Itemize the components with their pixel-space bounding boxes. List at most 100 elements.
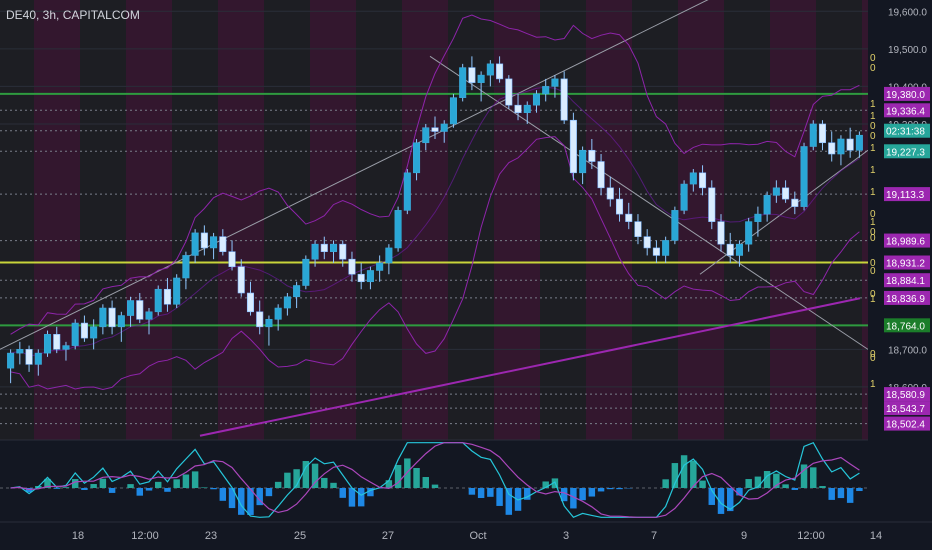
session-band — [264, 0, 310, 440]
candle-body — [302, 258, 310, 286]
session-band — [310, 0, 356, 440]
histogram-bar — [837, 488, 845, 499]
candle-body — [486, 63, 494, 76]
candles[interactable] — [7, 56, 863, 384]
histogram-bar — [164, 488, 171, 492]
histogram-bar — [228, 488, 236, 509]
candle-body — [828, 142, 836, 155]
price-tag — [884, 416, 930, 431]
fib-marker: 0 — [870, 53, 876, 64]
candle-body — [283, 296, 291, 309]
session-band — [0, 0, 34, 440]
candle-body — [80, 322, 88, 339]
histogram-bar — [367, 488, 374, 497]
candle-body — [403, 172, 411, 211]
fib-marker: 0 — [870, 233, 876, 244]
histogram-bar — [201, 487, 208, 488]
histogram-bar — [265, 488, 273, 497]
histogram-bar — [708, 488, 716, 505]
histogram-bar — [311, 463, 319, 488]
histogram-bar — [154, 481, 162, 488]
fib-marker: 1 — [870, 165, 876, 176]
price-tick-label: 19,500.0 — [888, 45, 927, 56]
histogram-bar — [293, 469, 300, 488]
candle-body — [745, 221, 753, 245]
candle-body — [560, 78, 568, 121]
upper-band — [10, 14, 860, 335]
price-tag-label: 18,989.6 — [886, 237, 925, 248]
price-tag — [884, 401, 930, 416]
price-tag-label: 18,543.7 — [886, 404, 925, 415]
candle-body — [735, 243, 743, 256]
fib-marker: 1 — [870, 379, 876, 390]
candle-body — [293, 285, 301, 298]
fib-marker: 0 — [870, 266, 876, 277]
price-tick-label: 19,600.0 — [888, 7, 927, 18]
histogram-bar — [145, 488, 153, 491]
histogram-bar — [846, 488, 854, 503]
histogram-bar — [173, 479, 180, 488]
candle-body — [468, 67, 476, 83]
histogram-bar — [588, 488, 596, 497]
candle-body — [671, 210, 679, 241]
histogram-bar — [690, 460, 697, 488]
candle-body — [505, 78, 513, 106]
candle-body — [274, 307, 282, 320]
middle-band — [10, 86, 860, 357]
candle-body — [43, 334, 52, 354]
histogram-bar — [736, 488, 743, 496]
candle-body — [532, 93, 541, 106]
session-band — [126, 0, 172, 440]
histogram-bar — [210, 488, 217, 490]
price-tag-label: 18,931.2 — [886, 259, 925, 270]
session-band — [724, 0, 770, 440]
session-band — [172, 0, 218, 440]
candle-body — [625, 213, 633, 222]
fib-marker: 0 — [870, 121, 876, 132]
histogram-bar — [330, 482, 337, 488]
price-tag-label: 18,502.4 — [886, 420, 925, 431]
candle-body — [772, 187, 780, 196]
time-tick-label: 7 — [651, 530, 657, 542]
histogram-bar — [44, 478, 51, 488]
candle-body — [25, 349, 33, 365]
time-tick-label: 9 — [741, 530, 747, 542]
price-tag-label: 18,764.0 — [886, 321, 925, 332]
histogram-bar — [274, 481, 282, 488]
candle-body — [588, 149, 596, 162]
candle-body — [357, 273, 365, 283]
candle-body — [689, 172, 697, 185]
histogram-bar — [431, 484, 439, 488]
trend-line — [0, 0, 709, 350]
candle-body — [791, 198, 799, 207]
histogram-bar — [247, 488, 254, 515]
fib-marker: 0 — [870, 289, 876, 300]
histogram-bar — [524, 488, 531, 500]
candle-body — [680, 183, 688, 211]
candle-body — [329, 243, 338, 252]
candle-body — [699, 172, 707, 189]
histogram-bar — [404, 458, 411, 488]
candle-body — [837, 138, 845, 155]
histogram-bar — [182, 474, 190, 488]
candle-body — [200, 232, 208, 249]
candle-body — [662, 240, 670, 256]
session-band — [816, 0, 862, 440]
histogram-bar — [607, 488, 614, 490]
time-tick-label: 12:00 — [131, 530, 159, 542]
histogram-bar — [191, 471, 199, 488]
candle-body — [348, 258, 356, 275]
candle-body — [99, 307, 107, 328]
session-band — [770, 0, 816, 440]
candle-body — [809, 123, 817, 147]
histogram-bar — [468, 488, 476, 495]
candle-body — [246, 292, 255, 313]
session-band — [218, 0, 264, 440]
candle-body — [385, 247, 393, 264]
histogram-bar — [726, 488, 734, 512]
candle-body — [422, 127, 430, 144]
time-tick-label: 3 — [563, 530, 569, 542]
histogram-bar — [819, 486, 826, 488]
histogram-bar — [680, 455, 688, 488]
